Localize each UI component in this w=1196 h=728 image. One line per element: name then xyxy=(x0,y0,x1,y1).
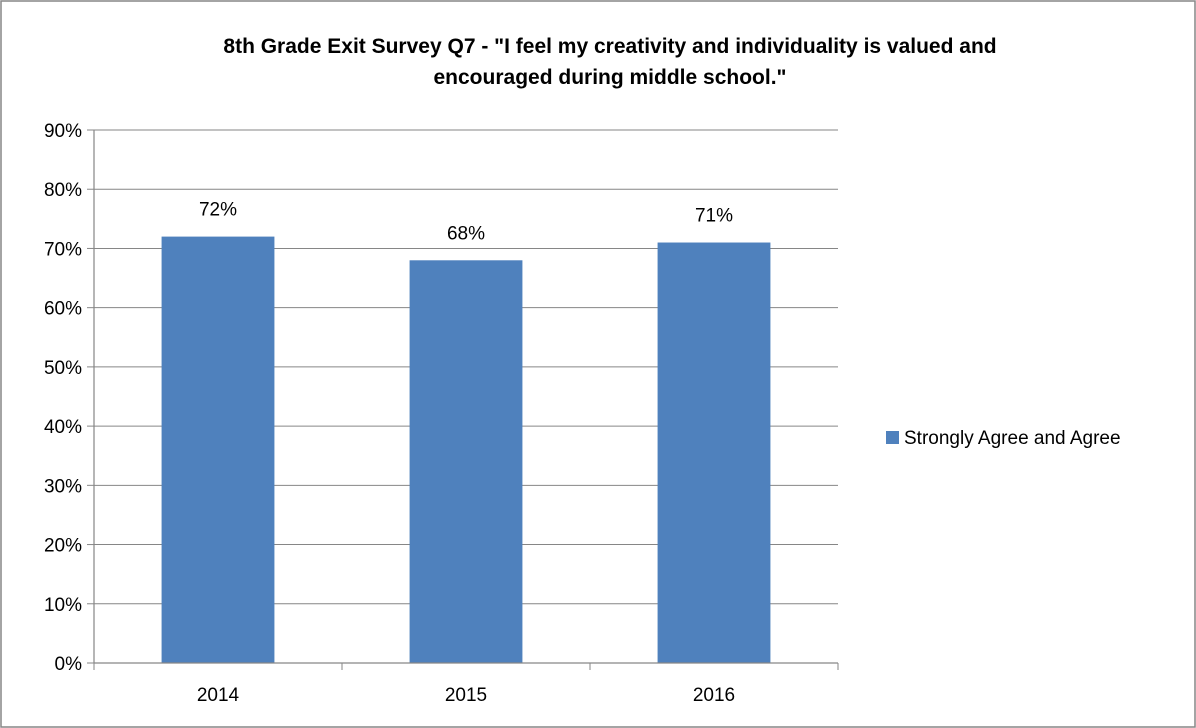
y-tick-label: 90% xyxy=(44,121,82,142)
x-tick-label: 2015 xyxy=(445,685,487,706)
y-tick-label: 10% xyxy=(44,595,82,616)
y-tick-label: 30% xyxy=(44,476,82,497)
chart-title: 8th Grade Exit Survey Q7 - "I feel my cr… xyxy=(223,35,996,89)
legend-swatch xyxy=(886,431,899,444)
data-label: 68% xyxy=(447,223,485,244)
bar-2016 xyxy=(657,242,771,663)
x-tick-label: 2016 xyxy=(693,685,735,706)
bar-2015 xyxy=(409,260,523,663)
axes xyxy=(87,129,839,670)
y-tick-label: 20% xyxy=(44,536,82,557)
data-label: 72% xyxy=(199,200,237,221)
legend-label: Strongly Agree and Agree xyxy=(904,428,1121,449)
y-tick-label: 60% xyxy=(44,299,82,320)
y-tick-label: 40% xyxy=(44,417,82,438)
data-label: 71% xyxy=(695,206,733,227)
legend: Strongly Agree and Agree xyxy=(886,428,1121,449)
chart-title-line-2: encouraged during middle school." xyxy=(434,66,787,89)
bars xyxy=(161,236,771,663)
chart-title-line-1: 8th Grade Exit Survey Q7 - "I feel my cr… xyxy=(223,35,996,58)
y-tick-label: 0% xyxy=(55,654,83,675)
y-tick-label: 50% xyxy=(44,358,82,379)
y-axis-tick-labels: 0% 10% 20% 30% 40% 50% 60% 70% 80% 90% xyxy=(44,121,82,675)
bar-2014 xyxy=(161,236,275,663)
data-labels: 72% 68% 71% xyxy=(199,200,733,245)
y-tick-label: 80% xyxy=(44,180,82,201)
y-tick-label: 70% xyxy=(44,239,82,260)
x-axis-tick-labels: 2014 2015 2016 xyxy=(197,685,735,706)
x-tick-label: 2014 xyxy=(197,685,240,706)
